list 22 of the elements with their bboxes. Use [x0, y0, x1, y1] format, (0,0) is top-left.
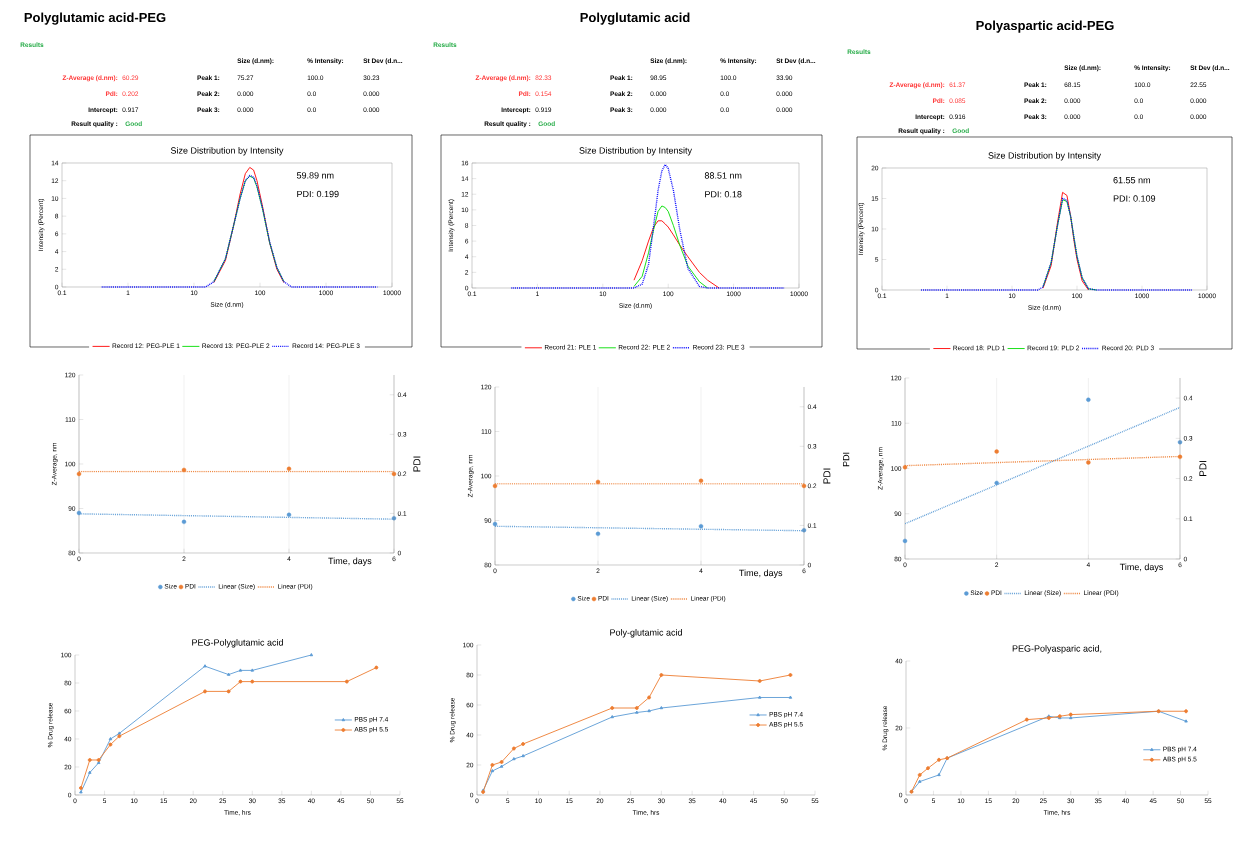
text: Polyglutamic acid	[580, 12, 690, 25]
y2-axis-title: PDI	[1199, 461, 1207, 477]
text: Polyaspartic acid-PEG	[976, 20, 1114, 33]
annotation: PDI: 0.199	[297, 190, 339, 198]
annotation: PDI: 0.18	[705, 191, 742, 198]
x-axis-title: Time, days	[739, 569, 783, 578]
annotation: 59.89 nm	[296, 172, 334, 179]
annotation: 88.51 nm	[704, 172, 742, 179]
text: Polyglutamic acid-PEG	[24, 12, 166, 25]
chart-title: Size Distribution by Intensity	[988, 152, 1101, 161]
annotation: 61.55 nm	[1113, 177, 1150, 184]
chart-title: Size Distribution by Intensity	[170, 147, 284, 156]
text: PDI	[843, 452, 850, 467]
y2-axis-title: PDI	[823, 468, 831, 484]
chart-title: PEG-Polyasparic acid,	[1012, 645, 1102, 654]
x-axis-title: Time, days	[1119, 563, 1164, 572]
chart-title: PEG-Polyglutamic acid	[192, 639, 283, 648]
chart-title: Poly-glutamic acid	[610, 629, 682, 638]
y2-axis-title: PDI	[413, 456, 421, 472]
chart-title: Size Distribution by Intensity	[579, 147, 692, 156]
annotation: PDI: 0.109	[1113, 195, 1156, 202]
x-axis-title: Time, days	[328, 557, 372, 566]
